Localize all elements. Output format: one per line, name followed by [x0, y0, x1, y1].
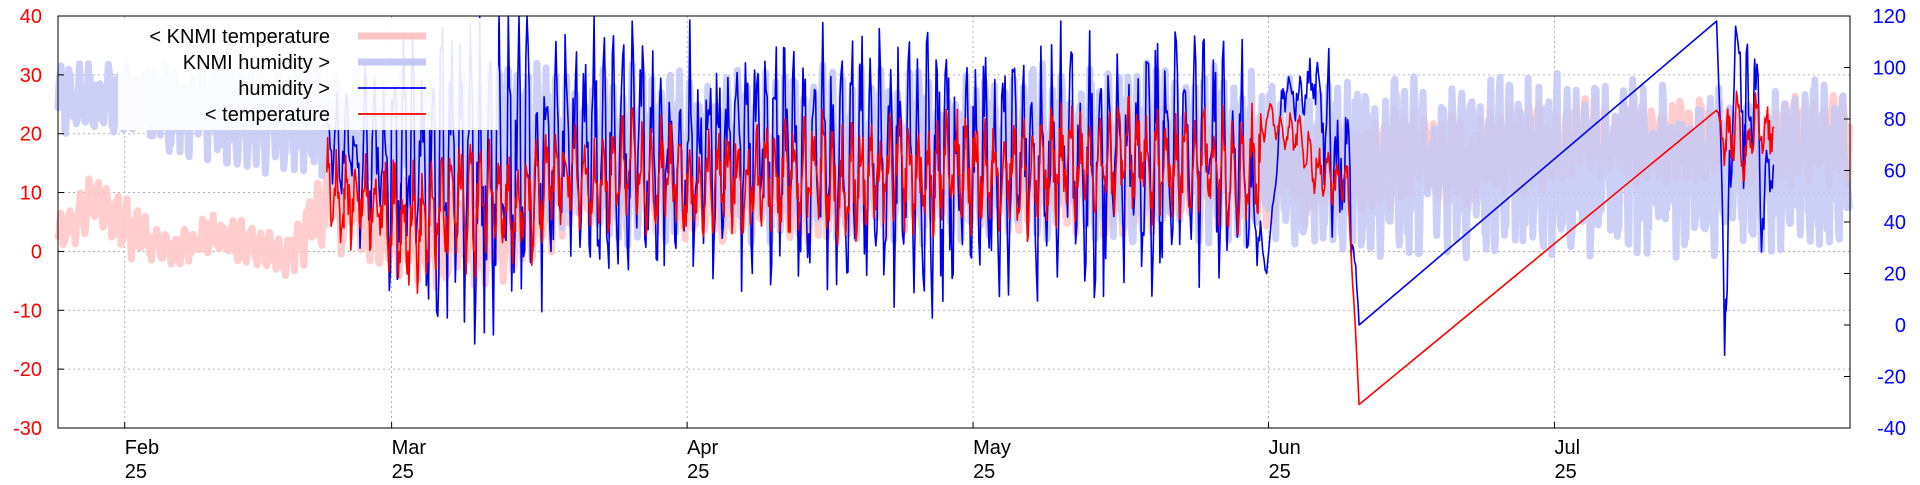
y2-tick-label: 60	[1884, 161, 1906, 183]
y-tick-label: -20	[13, 359, 42, 381]
x-tick-sublabel: 25	[392, 461, 414, 480]
x-tick-sublabel: 25	[1269, 461, 1291, 480]
legend: < KNMI temperature KNMI humidity > humidit…	[118, 18, 498, 130]
x-tick-label: Jul	[1555, 437, 1581, 459]
y2-tick-label: 80	[1884, 109, 1906, 131]
x-tick-sublabel: 25	[125, 461, 147, 480]
x-tick-label: Mar	[392, 437, 427, 459]
y-tick-label: -30	[13, 418, 42, 440]
legend-label: < temperature	[205, 104, 330, 126]
y2-tick-label: 100	[1873, 58, 1906, 80]
labels-layer: -30 -20 -10 0 10 20 30 40 -40 -20 0 20 40 60 80 100 120 F…	[13, 6, 1906, 483]
y2-tick-label: 40	[1884, 212, 1906, 234]
y-tick-label: 0	[31, 241, 42, 263]
legend-label: < KNMI temperature	[149, 26, 330, 48]
legend-background	[118, 18, 498, 130]
y-tick-label: 20	[20, 124, 42, 146]
x-tick-label: Feb	[125, 437, 159, 459]
x-tick-sublabel: 25	[973, 461, 995, 480]
x-tick-label: May	[973, 437, 1011, 459]
y2-tick-label: 20	[1884, 264, 1906, 286]
legend-label: humidity >	[238, 78, 330, 100]
y-tick-label: -10	[13, 300, 42, 322]
legend-label: KNMI humidity >	[183, 52, 330, 74]
y2-tick-label: -20	[1877, 367, 1906, 389]
x-tick-sublabel: 25	[1555, 461, 1577, 480]
y2-tick-label: 0	[1895, 315, 1906, 337]
y-tick-label: 30	[20, 65, 42, 87]
y2-tick-label: 120	[1873, 6, 1906, 28]
y-tick-label: 10	[20, 183, 42, 205]
x-tick-label: Jun	[1269, 437, 1301, 459]
axes-layer	[57, 15, 1851, 429]
series-line-temperature	[326, 90, 1775, 406]
x-tick-sublabel: 25	[687, 461, 709, 480]
x-tick-label: Apr	[687, 437, 718, 459]
y2-tick-label: -40	[1877, 418, 1906, 440]
y-tick-label: 40	[20, 6, 42, 28]
